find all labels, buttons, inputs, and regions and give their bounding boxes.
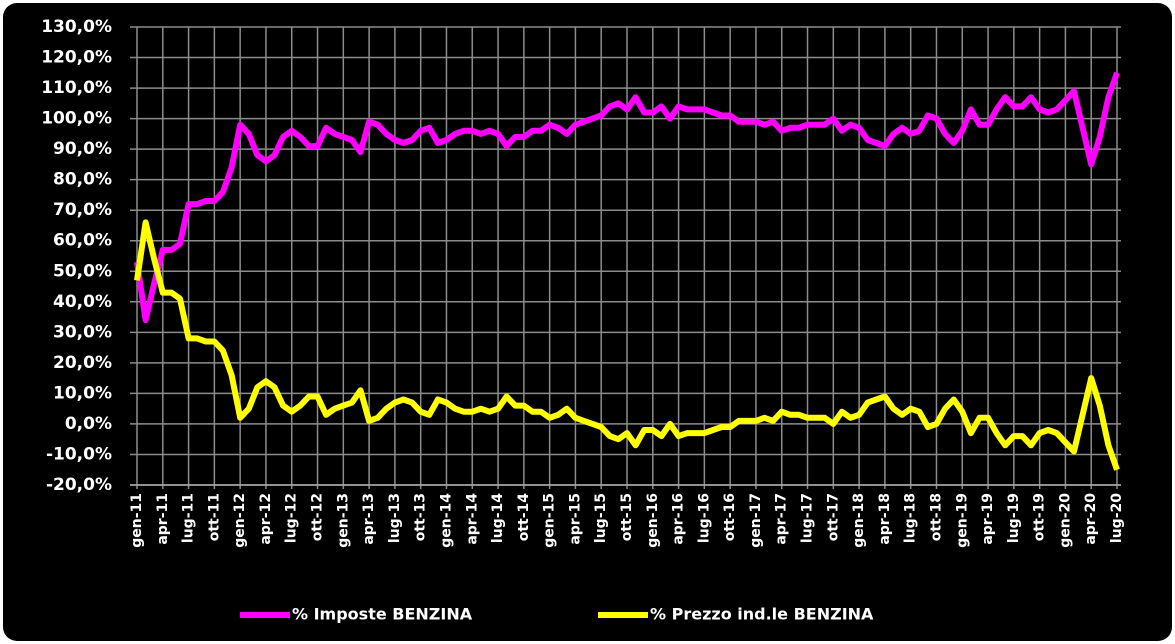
x-tick-label: apr-11 xyxy=(155,493,171,545)
x-tick-label: ott-14 xyxy=(516,493,532,542)
y-tick-label: -10,0% xyxy=(46,444,112,464)
x-tick-label: lug-13 xyxy=(387,493,403,543)
x-tick-label: apr-16 xyxy=(671,493,687,545)
x-tick-label: ott-16 xyxy=(722,493,738,541)
x-tick-label: ott-13 xyxy=(413,493,429,541)
x-tick-label: gen-20 xyxy=(1057,493,1073,548)
y-tick-label: 100,0% xyxy=(41,109,112,129)
y-tick-label: 0,0% xyxy=(65,414,112,434)
x-tick-label: apr-19 xyxy=(980,493,996,545)
x-tick-label: lug-20 xyxy=(1109,493,1125,543)
x-tick-label: gen-17 xyxy=(748,493,764,548)
x-tick-label: apr-17 xyxy=(774,493,790,545)
y-tick-label: 70,0% xyxy=(53,200,112,220)
x-tick-label: apr-14 xyxy=(464,493,480,545)
y-tick-label: 20,0% xyxy=(53,353,112,373)
x-tick-label: gen-19 xyxy=(954,493,970,548)
x-tick-label: ott-15 xyxy=(619,493,635,541)
legend-label: % Imposte BENZINA xyxy=(292,605,473,624)
x-tick-label: gen-12 xyxy=(232,493,248,548)
x-tick-label: lug-11 xyxy=(181,493,197,543)
x-tick-label: ott-12 xyxy=(310,493,326,541)
y-tick-label: 90,0% xyxy=(53,139,112,159)
y-tick-label: 80,0% xyxy=(53,170,112,190)
x-tick-label: ott-19 xyxy=(1032,493,1048,541)
x-tick-label: gen-13 xyxy=(335,493,351,548)
legend-label: % Prezzo ind.le BENZINA xyxy=(650,605,874,624)
x-tick-label: gen-16 xyxy=(645,493,661,548)
x-tick-label: lug-14 xyxy=(490,493,506,543)
y-tick-label: 40,0% xyxy=(53,292,112,312)
y-tick-label: 10,0% xyxy=(53,383,112,403)
x-tick-label: lug-18 xyxy=(903,493,919,543)
x-tick-label: gen-11 xyxy=(129,493,145,548)
series-line xyxy=(134,71,1120,324)
x-tick-label: apr-15 xyxy=(567,493,583,545)
x-tick-label: apr-12 xyxy=(258,493,274,545)
y-tick-label: 110,0% xyxy=(41,78,112,98)
x-tick-label: apr-18 xyxy=(877,493,893,545)
y-tick-label: 50,0% xyxy=(53,261,112,281)
x-tick-label: apr-13 xyxy=(361,493,377,545)
x-tick-label: gen-14 xyxy=(438,493,454,548)
series-line xyxy=(134,219,1120,471)
y-tick-label: -20,0% xyxy=(46,475,112,495)
x-tick-label: lug-12 xyxy=(284,493,300,543)
x-tick-label: ott-17 xyxy=(825,493,841,541)
x-tick-label: gen-15 xyxy=(542,493,558,548)
chart-background xyxy=(3,3,1172,641)
x-tick-label: lug-19 xyxy=(1006,493,1022,543)
x-tick-label: ott-11 xyxy=(206,493,222,541)
y-tick-label: 130,0% xyxy=(41,17,112,37)
x-tick-label: lug-16 xyxy=(696,493,712,543)
x-tick-label: lug-15 xyxy=(593,493,609,543)
y-tick-label: 30,0% xyxy=(53,322,112,342)
x-tick-label: lug-17 xyxy=(800,493,816,543)
y-tick-label: 120,0% xyxy=(41,48,112,68)
x-tick-label: ott-18 xyxy=(928,493,944,541)
x-tick-label: gen-18 xyxy=(851,493,867,548)
y-tick-label: 60,0% xyxy=(53,231,112,251)
x-tick-label: apr-20 xyxy=(1083,493,1099,545)
